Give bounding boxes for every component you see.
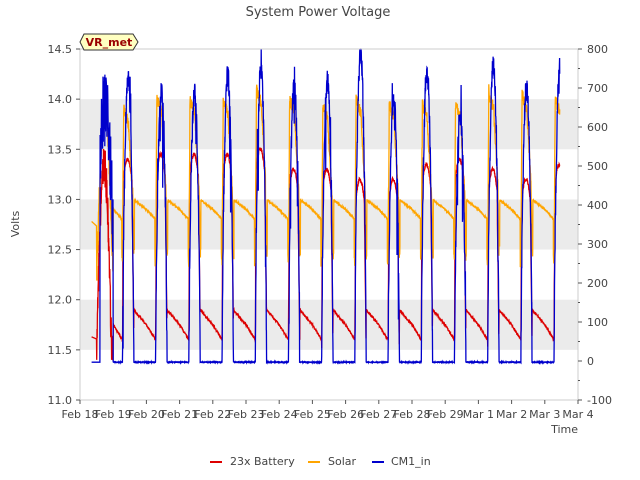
plot-lines: [91, 48, 561, 366]
axis-ticks: 11.0 11.5 12.0 12.5 13.0 13.5 14.0 14.5 -100 0 100…: [48, 43, 612, 421]
x-tick-label: Feb 18: [62, 408, 99, 421]
legend-item-cm1: CM1_in: [372, 455, 431, 468]
x-tick-label: Feb 28: [394, 408, 431, 421]
y2-tick-label: 0: [587, 355, 594, 368]
legend-label-battery: 23x Battery: [230, 455, 295, 468]
x-tick-label: Feb 22: [194, 408, 231, 421]
x-tick-label: Feb 25: [294, 408, 331, 421]
x-tick-label: Feb 23: [228, 408, 265, 421]
x-tick-label: Mar 2: [496, 408, 527, 421]
x-tick-label: Feb 29: [427, 408, 464, 421]
x-tick-label: Feb 27: [360, 408, 397, 421]
legend-item-battery: 23x Battery: [210, 455, 295, 468]
y-tick-label: 11.5: [48, 344, 73, 357]
y-tick-label: 13.0: [48, 193, 73, 206]
x-tick-label: Feb 19: [95, 408, 132, 421]
y-tick-label: 11.0: [48, 394, 73, 407]
x-tick-label: Feb 20: [128, 408, 165, 421]
y-tick-label: 14.5: [48, 43, 73, 56]
x-tick-label: Feb 26: [327, 408, 364, 421]
y2-tick-label: 700: [587, 82, 608, 95]
x-tick-label: Mar 3: [529, 408, 560, 421]
y2-tick-label: 100: [587, 316, 608, 329]
grid-band-0: [80, 299, 578, 350]
legend: 23x Battery Solar CM1_in: [210, 455, 431, 468]
legend-label-solar: Solar: [328, 455, 357, 468]
y2-tick-label: -100: [587, 394, 612, 407]
x-tick-label: Mar 4: [562, 408, 593, 421]
y-axis-label: Volts: [9, 210, 22, 237]
y-tick-label: 12.5: [48, 244, 73, 257]
y2-tick-label: 500: [587, 160, 608, 173]
y2-tick-label: 400: [587, 199, 608, 212]
y-tick-label: 14.0: [48, 93, 73, 106]
grid-band-1: [80, 199, 578, 250]
y2-tick-label: 300: [587, 238, 608, 251]
y2-tick-label: 200: [587, 277, 608, 290]
y-tick-label: 12.0: [48, 294, 73, 307]
y2-tick-label: 800: [587, 43, 608, 56]
x-tick-label: Feb 21: [161, 408, 198, 421]
y-tick-label: 13.5: [48, 143, 73, 156]
series-line-battery: [91, 146, 561, 361]
series-line-cm1: [91, 48, 561, 366]
annotation-box: VR_met: [79, 33, 139, 51]
y2-tick-label: 600: [587, 121, 608, 134]
legend-item-solar: Solar: [308, 455, 357, 468]
legend-label-cm1: CM1_in: [391, 455, 431, 468]
x-tick-label: Mar 1: [463, 408, 494, 421]
x-tick-label: Feb 24: [261, 408, 298, 421]
x-axis-label: Time: [550, 423, 578, 436]
annotation-label: VR_met: [86, 36, 133, 49]
chart-title: System Power Voltage: [246, 5, 391, 20]
